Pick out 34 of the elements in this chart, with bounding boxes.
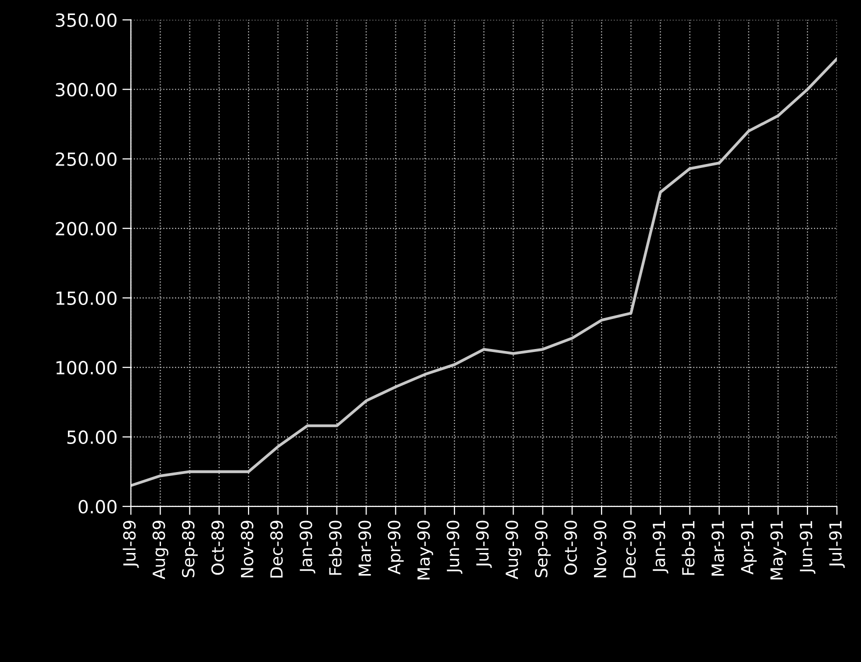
x-tick-label: Nov-90 [594, 520, 606, 578]
x-tick-label: Jan-91 [652, 521, 668, 574]
y-tick-label: 200.00 [56, 222, 116, 236]
x-tick-label: Jun-91 [800, 521, 816, 574]
y-tick-label: 50.00 [67, 430, 116, 444]
x-tick-label: May-91 [770, 521, 786, 580]
x-tick-label: May-90 [417, 520, 434, 580]
x-tick-label: Sep-90 [534, 520, 551, 578]
x-tick-label: Oct-90 [564, 520, 577, 575]
y-tick-label: 350.00 [56, 13, 116, 27]
x-tick-label: Jun-90 [446, 520, 462, 574]
x-tick-label: Dec-89 [270, 520, 283, 578]
x-tick-label: Feb-90 [328, 520, 342, 575]
x-tick-label: Dec-90 [623, 520, 636, 578]
y-tick-label: 0.00 [78, 500, 116, 514]
x-tick-label: Nov-89 [240, 520, 254, 578]
x-tick-label: Jul-90 [476, 520, 492, 568]
y-tick-label: 100.00 [56, 360, 116, 375]
x-tick-label: Apr-90 [388, 520, 404, 574]
x-tick-label: Jan-90 [300, 520, 316, 574]
y-tick-label: 250.00 [56, 152, 116, 166]
x-tick-label: Jul-89 [122, 520, 139, 568]
y-tick-label: 150.00 [56, 291, 116, 306]
x-tick-label: Feb-91 [682, 521, 695, 575]
x-tick-label: Oct-89 [211, 520, 224, 575]
y-tick-label: 300.00 [56, 82, 116, 96]
x-tick-label: Apr-91 [740, 521, 757, 574]
x-tick-label: Mar-91 [711, 521, 724, 576]
x-tick-label: Jul-91 [828, 521, 845, 568]
x-tick-label: Aug-89 [152, 520, 168, 580]
line-series [130, 57, 837, 487]
x-tick-label: Aug-90 [506, 520, 522, 580]
x-tick-label: Sep-89 [182, 520, 198, 578]
x-tick-label: Mar-90 [358, 520, 372, 576]
